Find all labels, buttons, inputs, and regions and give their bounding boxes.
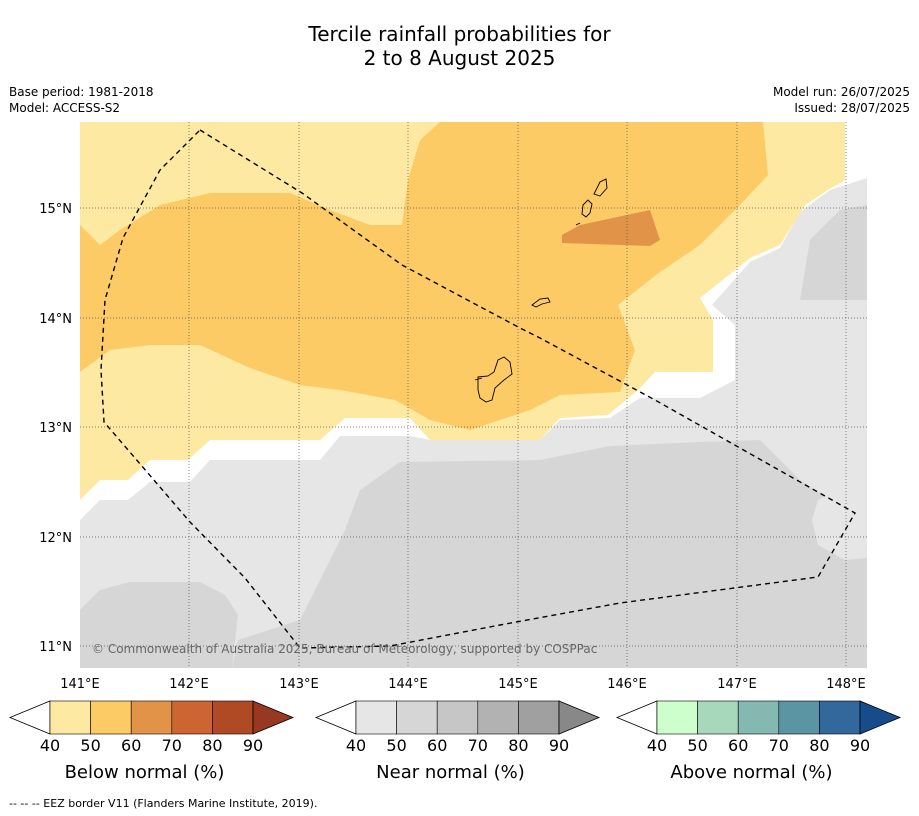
legend-tick-label: 70	[162, 736, 182, 755]
legend-upper-extension	[859, 700, 902, 735]
copyright-notice: © Commonwealth of Australia 2025, Bureau…	[92, 642, 597, 656]
legend-swatch	[518, 700, 560, 735]
saipan-island	[593, 178, 608, 197]
islands	[474, 178, 608, 403]
legend-tick-label: 60	[121, 736, 141, 755]
legend-swatch	[778, 700, 820, 735]
longitude-label: 144°E	[388, 677, 428, 692]
near-normal-50-region-east	[800, 205, 867, 300]
rota-island	[531, 297, 551, 308]
legend-lower-extension	[8, 700, 51, 735]
legend-swatch	[355, 700, 397, 735]
longitude-label: 148°E	[826, 677, 866, 692]
legend-title: Below normal (%)	[65, 762, 225, 783]
longitude-label: 145°E	[498, 677, 538, 692]
tinian-island	[581, 199, 593, 218]
title-line-2: 2 to 8 August 2025	[363, 46, 556, 70]
latitude-label: 11°N	[39, 640, 72, 655]
below-normal-50-region	[80, 122, 768, 430]
legend-upper-extension	[252, 700, 295, 735]
legend-upper-extension	[558, 700, 601, 735]
legend-tick-label: 50	[386, 736, 406, 755]
legend-swatch	[697, 700, 739, 735]
legends: 40 50 60 70 80 90 Below normal (%) 40 50 60 70 80 90…	[8, 700, 902, 783]
legend-tick-label: 90	[850, 736, 870, 755]
model-text: Model: ACCESS-S2	[9, 101, 121, 115]
legend-tick-label: 80	[508, 736, 528, 755]
legend-2: 40 50 60 70 80 90 Near normal (%)	[314, 700, 601, 783]
legend-tick-label: 80	[202, 736, 222, 755]
issued-text: Issued: 28/07/2025	[794, 101, 910, 115]
longitude-label: 147°E	[717, 677, 757, 692]
legend-lower-extension	[615, 700, 658, 735]
legend-tick-label: 60	[728, 736, 748, 755]
longitude-label: 141°E	[60, 677, 100, 692]
longitude-label: 146°E	[607, 677, 647, 692]
legend-tick-label: 80	[809, 736, 829, 755]
legend-title: Above normal (%)	[670, 762, 832, 783]
legend-swatch	[130, 700, 173, 735]
latitude-label: 14°N	[39, 312, 72, 327]
longitude-labels: 141°E 142°E 143°E 144°E 145°E 146°E 147°E 148°E	[60, 677, 866, 692]
below-normal-60-region	[562, 210, 660, 246]
meta-left: Base period: 1981-2018 Model: ACCESS-S2	[9, 84, 154, 116]
legend-swatch	[90, 700, 132, 735]
legend-tick-label: 40	[346, 736, 366, 755]
legend-tick-label: 70	[468, 736, 488, 755]
near-normal-40-pocket	[812, 487, 867, 560]
longitude-label: 143°E	[279, 677, 319, 692]
meta-right: Model run: 26/07/2025 Issued: 28/07/2025	[773, 84, 910, 116]
eez-border	[100, 129, 856, 649]
legend-swatch	[436, 700, 479, 735]
legend-swatch	[396, 700, 438, 735]
title-line-1: Tercile rainfall probabilities for	[308, 22, 611, 46]
legend-swatch	[49, 700, 91, 735]
probability-field	[80, 122, 867, 668]
base-period-text: Base period: 1981-2018	[9, 85, 154, 99]
latitude-label: 15°N	[39, 202, 72, 217]
legend-swatch	[477, 700, 519, 735]
legend-swatch	[819, 700, 861, 735]
legend-swatch	[737, 700, 780, 735]
legend-1: 40 50 60 70 80 90 Below normal (%)	[8, 700, 295, 783]
legend-3: 40 50 60 70 80 90 Above normal (%)	[615, 700, 902, 783]
latitude-label: 13°N	[39, 421, 72, 436]
legend-swatch	[171, 700, 213, 735]
map-title: Tercile rainfall probabilities for 2 to …	[0, 22, 919, 70]
latitude-labels: 15°N 14°N 13°N 12°N 11°N	[39, 202, 72, 655]
legend-swatch	[656, 700, 698, 735]
legend-tick-label: 50	[687, 736, 707, 755]
legend-lower-extension	[314, 700, 357, 735]
near-normal-50-region-west	[80, 582, 238, 668]
model-run-text: Model run: 26/07/2025	[772, 85, 910, 99]
legend-tick-label: 90	[243, 736, 263, 755]
graticule	[80, 122, 867, 668]
eez-footnote: -- -- -- EEZ border V11 (Flanders Marine…	[9, 797, 318, 810]
legend-tick-label: 90	[549, 736, 569, 755]
guam-island	[474, 356, 513, 403]
near-normal-50-region	[232, 440, 867, 668]
legend-tick-label: 40	[40, 736, 60, 755]
aguijan-island	[575, 222, 581, 226]
legend-tick-label: 60	[427, 736, 447, 755]
legend-tick-label: 40	[647, 736, 667, 755]
legend-title: Near normal (%)	[376, 762, 525, 783]
legend-tick-label: 50	[80, 736, 100, 755]
legend-tick-label: 70	[769, 736, 789, 755]
legend-swatch	[212, 700, 254, 735]
latitude-label: 12°N	[39, 531, 72, 546]
longitude-label: 142°E	[169, 677, 209, 692]
